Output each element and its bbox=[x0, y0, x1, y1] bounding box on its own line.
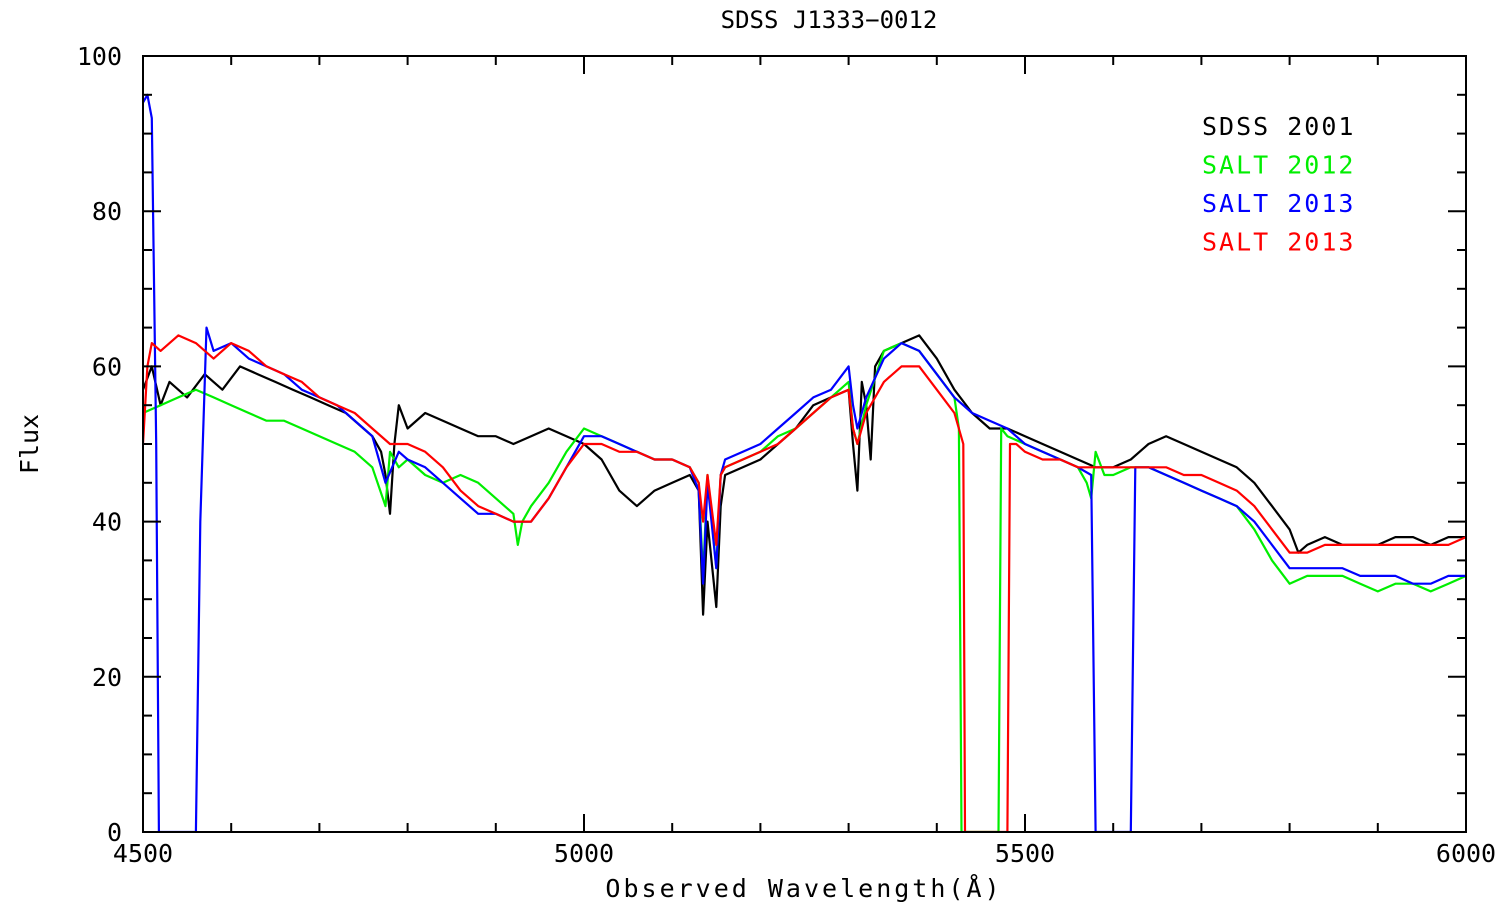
legend-entry-3: SALT 2013 bbox=[1202, 228, 1355, 257]
series-line-0 bbox=[143, 334, 1466, 616]
legend-entry-0: SDSS 2001 bbox=[1202, 112, 1355, 141]
y-axis-title: Flux bbox=[15, 414, 44, 474]
x-tick-label: 6000 bbox=[1436, 839, 1496, 868]
y-tick-label: 0 bbox=[107, 818, 122, 847]
legend-entry-1: SALT 2012 bbox=[1202, 151, 1355, 180]
y-tick-label: 20 bbox=[92, 663, 122, 692]
series-line-3 bbox=[143, 334, 1466, 832]
y-tick-label: 40 bbox=[92, 508, 122, 537]
x-tick-label: 5500 bbox=[995, 839, 1055, 868]
y-tick-label: 80 bbox=[92, 197, 122, 226]
legend: SDSS 2001 SALT 2012 SALT 2013 SALT 2013 bbox=[1202, 112, 1355, 257]
x-axis-title: Observed Wavelength(Å) bbox=[605, 874, 1002, 903]
chart-title: SDSS J1333−0012 bbox=[721, 6, 938, 34]
y-tick-label: 60 bbox=[92, 352, 122, 381]
x-tick-label: 4500 bbox=[113, 839, 173, 868]
axis-tick-labels: 4500 5000 5500 6000 0 20 40 60 80 100 bbox=[77, 42, 1496, 868]
axis-ticks bbox=[142, 55, 1467, 833]
y-tick-label: 100 bbox=[77, 42, 122, 71]
x-tick-label: 5000 bbox=[554, 839, 614, 868]
legend-entry-2: SALT 2013 bbox=[1202, 189, 1355, 218]
series-lines bbox=[143, 93, 1466, 832]
